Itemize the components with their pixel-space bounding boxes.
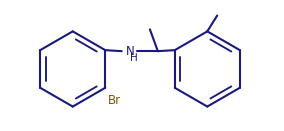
Text: H: H <box>130 53 137 63</box>
Text: Br: Br <box>108 94 121 107</box>
Text: N: N <box>126 45 135 58</box>
